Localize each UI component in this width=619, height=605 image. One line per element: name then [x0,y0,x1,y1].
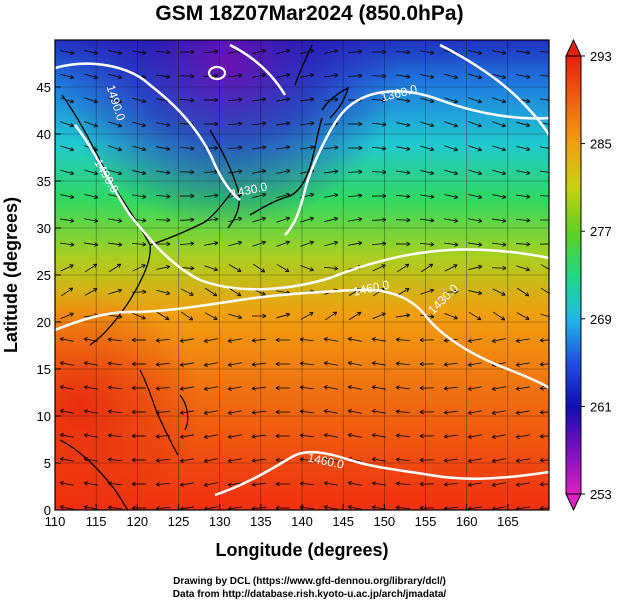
x-tick-label: 150 [373,514,395,529]
credit-drawing: Drawing by DCL (https://www.gfd-dennou.o… [173,576,446,587]
coastlines [59,44,350,510]
credit-data-source: Data from http://database.rish.kyoto-u.a… [172,589,447,600]
y-tick-label: 20 [37,315,51,330]
colorbar-tick-label: 293 [590,49,612,64]
x-tick-label: 130 [209,514,231,529]
colorbar-tick-label: 269 [590,312,612,327]
x-tick-label: 125 [168,514,190,529]
y-tick-label: 10 [37,409,51,424]
x-tick-label: 115 [86,514,107,529]
chart-title: GSM 18Z07Mar2024 (850.0hPa) [155,2,464,25]
y-tick-label: 40 [37,127,51,142]
x-tick-label: 135 [250,514,272,529]
x-tick-label: 165 [497,514,519,529]
y-axis-title: Latitude (degrees) [1,197,21,353]
x-tick-label: 120 [126,514,148,529]
colorbar: 253 261 269 277 285 293 [565,38,612,512]
x-tick-label: 155 [415,514,437,529]
y-tick-label: 30 [37,221,51,236]
geopotential-contours [55,43,549,497]
wind-streamlines [59,48,549,510]
x-tick-label: 110 [45,514,66,529]
y-tick-label: 45 [37,80,51,95]
colorbar-scale [565,55,582,495]
x-tick-label: 145 [332,514,354,529]
x-tick-label: 140 [291,514,313,529]
colorbar-tick-label: 253 [590,487,612,502]
x-axis-title: Longitude (degrees) [215,540,388,560]
x-tick-label: 160 [456,514,478,529]
x-axis-ticks: 110 115 120 125 130 135 140 145 150 155 160 165 [45,504,519,529]
colorbar-min-arrow [565,493,582,512]
colorbar-tick-label: 261 [590,399,612,414]
y-axis-ticks: 0 5 10 15 20 25 30 35 40 45 [37,80,61,518]
y-tick-label: 35 [37,174,51,189]
grid-lines [55,40,549,510]
colorbar-max-arrow [565,38,582,57]
y-tick-label: 25 [37,268,51,283]
y-tick-label: 5 [44,456,51,471]
colorbar-tick-label: 285 [590,137,612,152]
colorbar-ticks: 253 261 269 277 285 293 [581,49,612,502]
y-tick-label: 15 [37,362,51,377]
colorbar-tick-label: 277 [590,224,612,239]
y-tick-label: 0 [44,503,51,518]
credits: Drawing by DCL (https://www.gfd-dennou.o… [0,575,619,601]
